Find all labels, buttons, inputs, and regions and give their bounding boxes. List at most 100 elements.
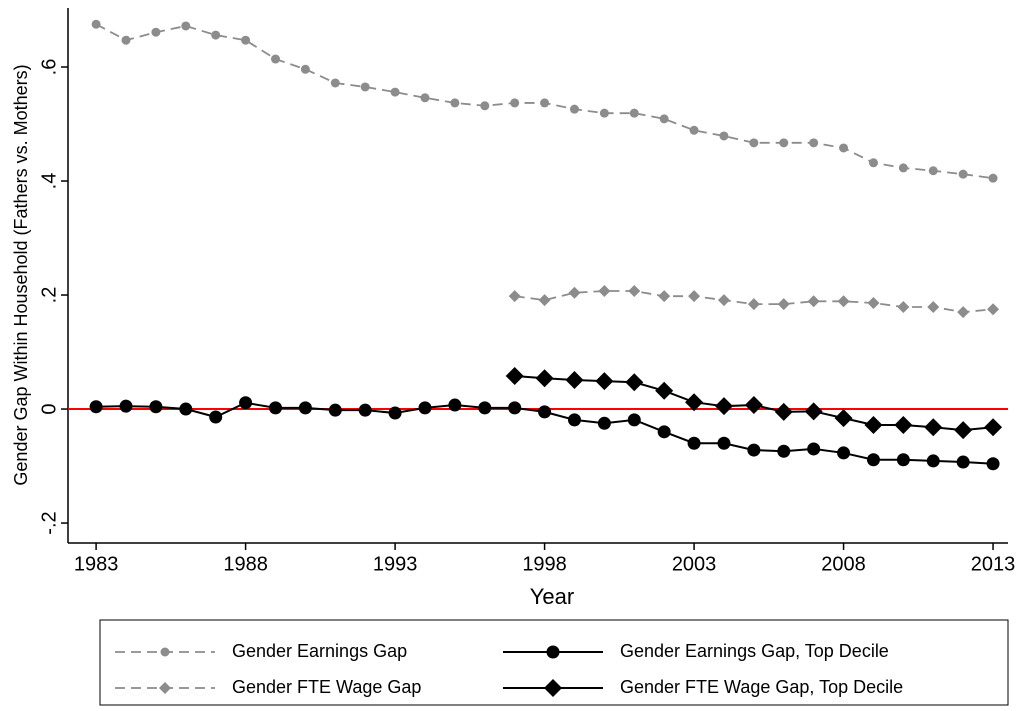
marker [625, 373, 644, 392]
marker [478, 401, 492, 415]
marker [597, 416, 611, 430]
marker [747, 298, 760, 311]
marker [508, 290, 521, 303]
marker [749, 138, 759, 148]
marker [658, 290, 671, 303]
y-tick-label: .4 [38, 173, 60, 190]
x-axis-label: Year [530, 584, 574, 609]
marker [894, 415, 913, 434]
legend-box [99, 619, 1009, 706]
marker [807, 295, 820, 308]
marker [420, 93, 430, 103]
marker [565, 370, 584, 389]
marker [655, 381, 674, 400]
marker [179, 402, 193, 416]
marker [956, 455, 970, 469]
legend-marker [546, 645, 560, 659]
marker [987, 303, 1000, 316]
x-tick-label: 1988 [223, 553, 268, 575]
marker [627, 413, 641, 427]
marker [867, 297, 880, 310]
marker [508, 401, 522, 415]
marker [774, 402, 793, 421]
marker [540, 98, 550, 108]
legend-label: Gender FTE Wage Gap, Top Decile [620, 677, 903, 697]
marker [898, 163, 908, 173]
marker [837, 295, 850, 308]
marker [777, 298, 790, 311]
marker [569, 104, 579, 114]
y-tick-label: -.2 [38, 511, 60, 534]
marker [777, 444, 791, 458]
marker [91, 19, 101, 29]
legend-marker [160, 647, 170, 657]
x-tick-label: 2003 [672, 553, 717, 575]
marker [896, 453, 910, 467]
legend-label: Gender Earnings Gap [232, 641, 407, 661]
marker [779, 138, 789, 148]
marker [628, 285, 641, 298]
marker [747, 443, 761, 457]
marker [480, 101, 490, 111]
y-tick-label: .2 [38, 287, 60, 304]
marker [568, 286, 581, 299]
x-tick-label: 2013 [971, 553, 1016, 575]
marker [450, 98, 460, 108]
marker [688, 290, 701, 303]
marker [567, 413, 581, 427]
x-tick-label: 2008 [821, 553, 866, 575]
marker [598, 285, 611, 298]
y-tick-label: .6 [38, 59, 60, 76]
marker [717, 436, 731, 450]
marker [685, 393, 704, 412]
marker [804, 402, 823, 421]
marker [595, 372, 614, 391]
y-tick-label: 0 [38, 403, 60, 414]
x-tick-label: 1993 [373, 553, 418, 575]
x-tick-label: 1998 [522, 553, 567, 575]
marker [807, 442, 821, 456]
marker [151, 27, 161, 37]
marker [868, 158, 878, 168]
marker [958, 169, 968, 179]
marker [657, 425, 671, 439]
marker [330, 78, 340, 88]
x-tick-label: 1983 [74, 553, 119, 575]
marker [241, 35, 251, 45]
marker [505, 366, 524, 385]
marker [809, 138, 819, 148]
y-axis-label: Gender Gap Within Household (Fathers vs.… [11, 64, 31, 485]
marker [897, 300, 910, 313]
marker [239, 396, 253, 410]
marker [538, 405, 552, 419]
marker [390, 87, 400, 97]
marker [927, 300, 940, 313]
marker [984, 418, 1003, 437]
legend-label: Gender Earnings Gap, Top Decile [620, 641, 889, 661]
marker [538, 294, 551, 307]
marker [268, 401, 282, 415]
marker [866, 453, 880, 467]
marker [360, 82, 370, 92]
marker [211, 30, 221, 40]
marker [928, 166, 938, 176]
marker [298, 401, 312, 415]
marker [954, 421, 973, 440]
marker [926, 454, 940, 468]
marker [300, 64, 310, 74]
marker [149, 400, 163, 414]
marker [687, 436, 701, 450]
legend-label: Gender FTE Wage Gap [232, 677, 421, 697]
marker [121, 35, 131, 45]
marker [629, 108, 639, 118]
marker [988, 173, 998, 183]
marker [834, 409, 853, 428]
marker [89, 400, 103, 414]
marker [599, 108, 609, 118]
marker [388, 406, 402, 420]
marker [689, 125, 699, 135]
marker [119, 399, 133, 413]
marker [418, 401, 432, 415]
marker [744, 396, 763, 415]
